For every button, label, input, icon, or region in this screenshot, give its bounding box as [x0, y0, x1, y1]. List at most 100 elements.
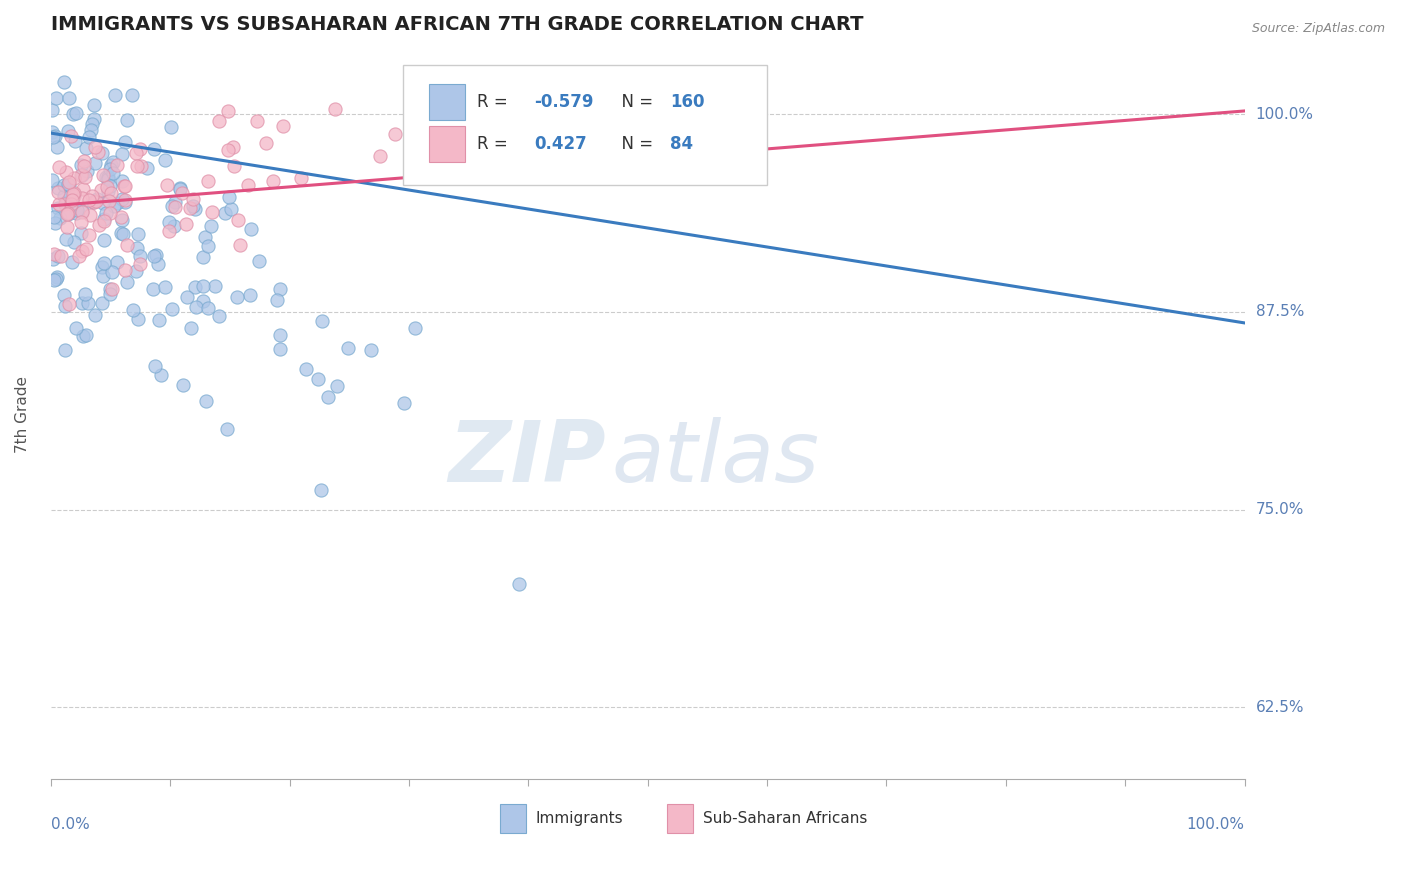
Point — [149, 368, 172, 383]
Point — [58, 90, 80, 104]
Point — [98, 194, 121, 209]
Point — [181, 192, 204, 206]
Point — [72, 168, 94, 182]
Text: 160: 160 — [671, 93, 704, 111]
Point — [91, 296, 114, 310]
Text: ZIP: ZIP — [449, 417, 606, 500]
Point — [336, 341, 359, 355]
Point — [114, 194, 136, 208]
Point — [51, 249, 73, 263]
Point — [217, 143, 239, 157]
Point — [225, 290, 247, 304]
Point — [129, 142, 152, 156]
Point — [101, 282, 124, 296]
Point — [100, 186, 122, 201]
Point — [101, 166, 124, 180]
Point — [73, 154, 96, 169]
Point — [42, 252, 65, 267]
Point — [98, 206, 121, 220]
Point — [76, 163, 98, 178]
Point — [44, 128, 66, 143]
Text: Sub-Saharan Africans: Sub-Saharan Africans — [703, 811, 868, 826]
Text: 84: 84 — [671, 135, 693, 153]
Point — [194, 229, 217, 244]
Point — [112, 178, 135, 193]
Point — [114, 179, 136, 194]
Point — [93, 233, 115, 247]
Point — [129, 249, 152, 263]
Point — [129, 257, 152, 271]
Point — [104, 88, 127, 103]
Point — [110, 226, 132, 240]
Point — [142, 249, 165, 263]
Text: Immigrants: Immigrants — [536, 811, 623, 826]
Point — [246, 113, 269, 128]
Point — [90, 260, 112, 274]
Point — [101, 154, 124, 169]
Point — [56, 207, 79, 221]
Point — [72, 329, 94, 343]
Point — [208, 113, 231, 128]
Point — [53, 288, 76, 302]
Point — [125, 264, 148, 278]
Point — [70, 215, 93, 229]
Point — [208, 310, 231, 324]
Point — [58, 297, 80, 311]
Point — [266, 293, 288, 307]
Y-axis label: 7th Grade: 7th Grade — [15, 376, 30, 453]
Text: 100.0%: 100.0% — [1187, 817, 1244, 832]
Point — [105, 158, 128, 172]
Point — [48, 181, 70, 195]
Point — [70, 168, 93, 182]
Point — [91, 146, 114, 161]
Point — [157, 214, 180, 228]
Point — [172, 186, 194, 200]
Point — [191, 278, 214, 293]
Point — [222, 140, 245, 154]
Point — [228, 213, 250, 227]
Point — [41, 103, 63, 117]
Point — [53, 299, 76, 313]
Point — [84, 156, 107, 170]
Point — [156, 178, 179, 192]
Point — [49, 211, 72, 225]
Point — [142, 142, 165, 156]
Point — [404, 321, 426, 335]
Point — [239, 287, 262, 301]
Point — [117, 237, 139, 252]
Point — [87, 145, 110, 159]
Point — [148, 312, 170, 326]
Point — [368, 149, 391, 163]
Point — [46, 249, 69, 263]
Point — [87, 218, 110, 232]
Point — [101, 265, 124, 279]
Point — [204, 278, 226, 293]
Point — [197, 301, 219, 316]
Point — [69, 226, 91, 240]
Point — [127, 227, 149, 242]
Text: atlas: atlas — [612, 417, 820, 500]
Point — [112, 227, 135, 241]
Point — [56, 207, 79, 221]
Point — [70, 203, 93, 218]
Point — [62, 235, 84, 250]
Point — [114, 135, 136, 149]
Point — [229, 238, 252, 252]
Point — [56, 177, 79, 191]
Point — [111, 193, 134, 207]
Point — [114, 263, 136, 277]
Point — [97, 170, 120, 185]
Point — [83, 139, 105, 153]
Point — [70, 296, 93, 310]
Point — [179, 201, 201, 215]
Point — [97, 172, 120, 186]
Point — [41, 125, 63, 139]
Point — [44, 216, 66, 230]
Point — [311, 314, 333, 328]
Point — [73, 170, 96, 185]
Point — [80, 123, 103, 137]
Point — [195, 394, 218, 409]
Point — [157, 224, 180, 238]
Point — [53, 343, 76, 357]
Point — [269, 328, 291, 343]
